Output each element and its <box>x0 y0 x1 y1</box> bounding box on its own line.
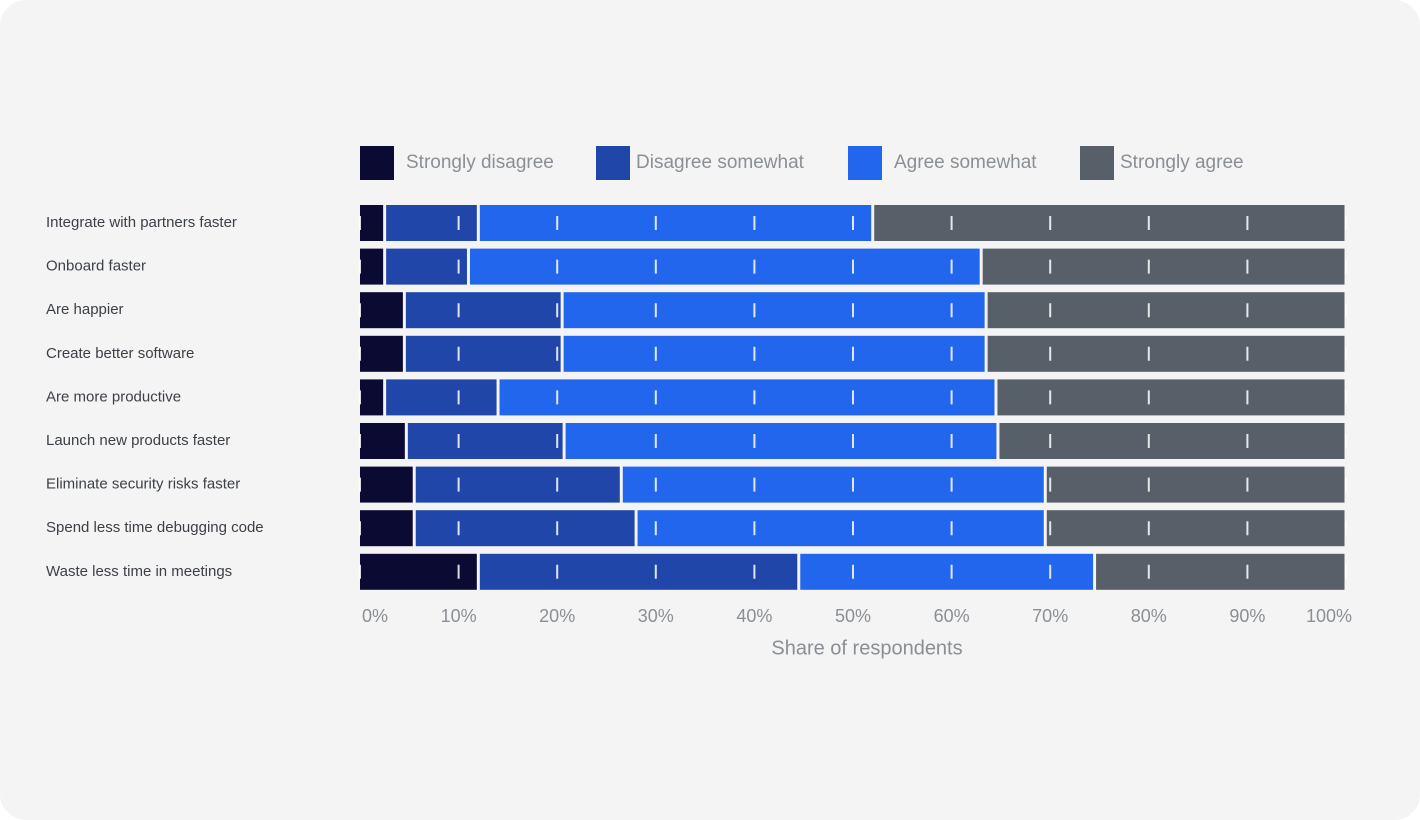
x-tick-label: 40% <box>736 606 772 626</box>
bar-segment <box>1096 553 1345 590</box>
bar-segment <box>469 248 980 285</box>
bar-segment <box>360 379 384 416</box>
bar-segment <box>499 379 995 416</box>
y-tick-label: Are happier <box>46 301 124 318</box>
x-tick-label: 100% <box>1306 606 1352 626</box>
x-tick-label: 0% <box>362 606 388 626</box>
bar-segment <box>999 423 1345 459</box>
legend-swatch <box>1080 146 1114 180</box>
y-tick-label: Onboard faster <box>46 258 146 275</box>
bar-segment <box>360 335 403 372</box>
bar-segment <box>415 466 620 503</box>
y-tick-label: Are more productive <box>46 388 181 405</box>
bar-segment <box>982 248 1345 285</box>
bar-segment <box>405 335 561 372</box>
bar-segment <box>360 466 413 503</box>
y-tick-label: Launch new products faster <box>46 432 230 449</box>
y-tick-label: Spend less time debugging code <box>46 519 264 536</box>
bar-segment <box>1046 466 1345 503</box>
bar-segment <box>360 423 405 459</box>
bar-segment <box>987 335 1345 372</box>
bar-segment <box>479 205 872 241</box>
y-tick-label: Integrate with partners faster <box>46 214 237 231</box>
bar-segment <box>987 292 1345 329</box>
bar-segment <box>565 423 997 459</box>
x-tick-label: 10% <box>441 606 477 626</box>
bar-segment <box>563 335 985 372</box>
x-tick-label: 50% <box>835 606 871 626</box>
bar-segment <box>386 248 467 285</box>
bar-segment <box>415 510 635 547</box>
legend-label: Disagree somewhat <box>636 152 805 173</box>
legend-label: Strongly disagree <box>406 152 554 173</box>
y-tick-label: Eliminate security risks faster <box>46 476 240 493</box>
legend-label: Agree somewhat <box>894 152 1037 173</box>
bar-segment <box>407 423 563 459</box>
x-tick-label: 70% <box>1032 606 1068 626</box>
x-tick-label: 60% <box>934 606 970 626</box>
bar-segment <box>386 205 477 241</box>
legend-label: Strongly agree <box>1120 152 1244 173</box>
bar-segment <box>360 248 384 285</box>
x-tick-label: 80% <box>1131 606 1167 626</box>
bar-segment <box>563 292 985 329</box>
y-tick-label: Waste less time in meetings <box>46 563 232 580</box>
legend-swatch <box>596 146 630 180</box>
y-tick-label: Create better software <box>46 345 194 362</box>
x-tick-label: 90% <box>1229 606 1265 626</box>
bar-segment <box>997 379 1345 416</box>
bar-segment <box>405 292 561 329</box>
bar-segment <box>1046 510 1345 547</box>
bar-segment <box>800 553 1094 590</box>
bar-segment <box>874 205 1345 241</box>
bar-segment <box>622 466 1044 503</box>
bar-segment <box>360 205 384 241</box>
bar-segment <box>360 553 477 590</box>
bar-segment <box>360 510 413 547</box>
x-tick-label: 30% <box>638 606 674 626</box>
x-axis-title: Share of respondents <box>771 637 962 659</box>
x-tick-label: 20% <box>539 606 575 626</box>
legend-swatch <box>848 146 882 180</box>
bar-segment <box>637 510 1044 547</box>
legend-swatch <box>360 146 394 180</box>
bar-segment <box>386 379 497 416</box>
bar-segment <box>479 553 798 590</box>
bar-segment <box>360 292 403 329</box>
